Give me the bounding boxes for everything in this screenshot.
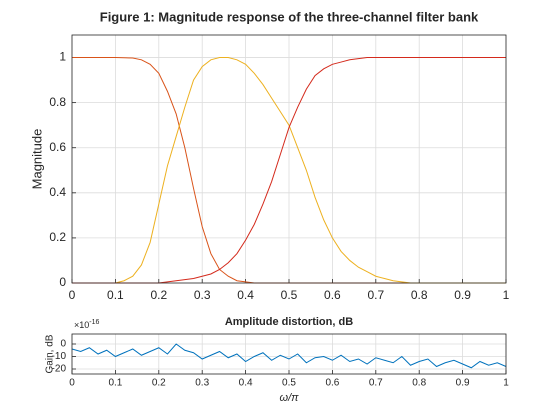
x-tick-label: 0.2 [152, 378, 166, 389]
y-axis-label: Gain, dB [45, 334, 56, 373]
x-tick-label: 0.5 [282, 378, 296, 389]
x-tick-label: 0.4 [239, 378, 253, 389]
x-tick-label: 1 [503, 288, 510, 302]
x-tick-label: 0.4 [237, 288, 254, 302]
x-tick-label: 0.1 [108, 378, 122, 389]
x-tick-label: 0.8 [412, 378, 426, 389]
x-tick-label: 0.7 [369, 378, 383, 389]
y-tick-label: 0.2 [49, 230, 66, 244]
x-tick-label: 0.9 [454, 288, 471, 302]
y-tick-label: 0.8 [49, 95, 66, 109]
y-exponent-base: ×10 [74, 320, 89, 330]
y-exponent: ×10-16 [74, 319, 100, 331]
axes-box [71, 34, 507, 284]
x-tick-label: 0 [69, 288, 76, 302]
y-exponent-power: -16 [89, 319, 99, 326]
x-tick-label: 0.3 [195, 378, 209, 389]
x-tick-label: 0.7 [367, 288, 384, 302]
y-axis-label: Magnitude [29, 129, 44, 190]
y-tick-label: 0.4 [49, 185, 66, 199]
y-tick-label: 1 [59, 50, 66, 64]
y-tick-label: -10 [52, 351, 67, 362]
chart-title: Amplitude distortion, dB [225, 316, 353, 328]
chart-title: Figure 1: Magnitude response of the thre… [100, 9, 479, 24]
series-line [71, 343, 507, 369]
axes-box [71, 333, 507, 375]
x-tick-label: 0.1 [107, 288, 124, 302]
y-tick-label: 0 [60, 339, 66, 350]
y-tick-label: 0 [59, 275, 66, 289]
x-tick-label: 1 [503, 378, 509, 389]
x-tick-label: 0.6 [325, 378, 339, 389]
y-tick-label: -20 [52, 364, 67, 375]
x-tick-label: 0.6 [324, 288, 341, 302]
x-tick-label: 0.8 [411, 288, 428, 302]
x-tick-label: 0.3 [194, 288, 211, 302]
x-axis-label: ω/π [280, 392, 300, 404]
x-tick-label: 0 [69, 378, 75, 389]
x-tick-label: 0.9 [456, 378, 470, 389]
x-tick-label: 0.2 [150, 288, 167, 302]
y-tick-label: 0.6 [49, 140, 66, 154]
x-tick-label: 0.5 [281, 288, 298, 302]
